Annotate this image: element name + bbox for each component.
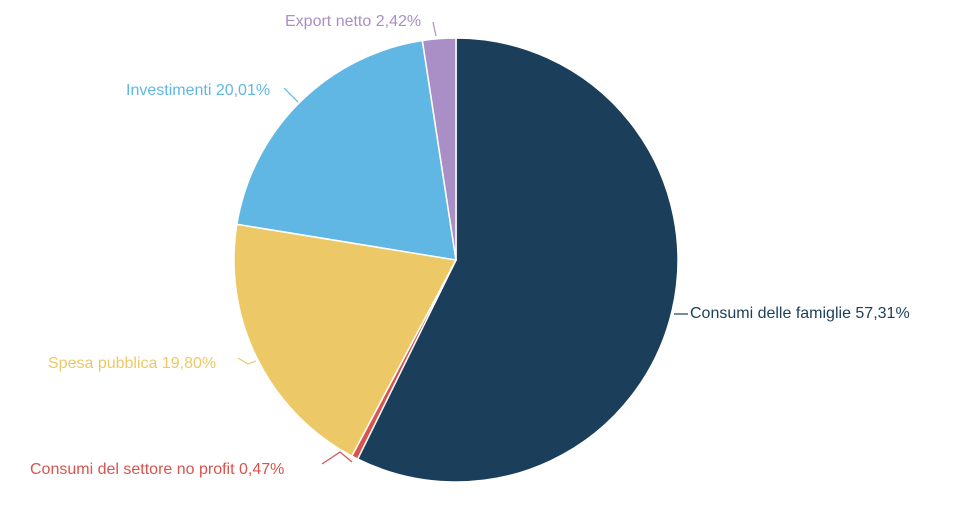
slice-label: Export netto 2,42% xyxy=(285,13,421,30)
leader-line xyxy=(321,451,353,465)
slice-label: Investimenti 20,01% xyxy=(126,82,270,99)
pie-slice-export-netto xyxy=(421,37,457,261)
pie-slice-investimenti xyxy=(236,39,457,261)
slice-label: Spesa pubblica 19,80% xyxy=(48,355,216,372)
pie-slice-spesa-pubblica xyxy=(233,223,458,458)
leader-lines xyxy=(237,21,688,465)
pie-slice-consumi-delle-famiglie xyxy=(356,37,679,483)
slice-labels: Consumi delle famiglie 57,31% Consumi del… xyxy=(30,13,910,478)
pie-slices xyxy=(233,37,679,483)
leader-line xyxy=(237,357,257,365)
slice-label: Consumi delle famiglie 57,31% xyxy=(690,305,910,322)
leader-line xyxy=(432,21,437,37)
slice-label: Consumi del settore no profit 0,47% xyxy=(30,461,284,478)
leader-line xyxy=(283,87,299,103)
